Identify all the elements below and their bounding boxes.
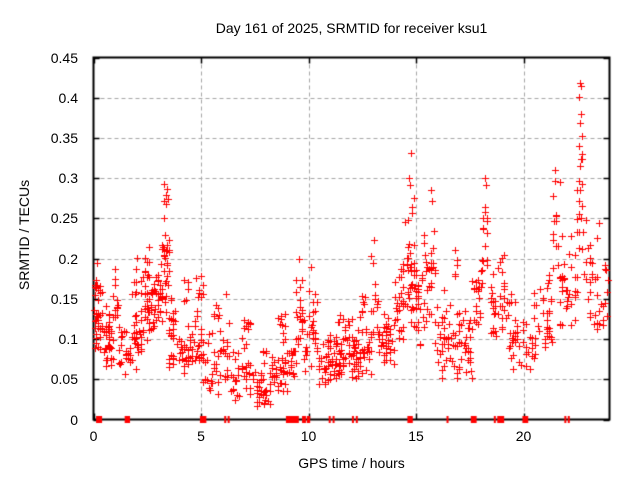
x-tick-label: 0 xyxy=(89,428,98,444)
y-tick-label: 0.45 xyxy=(50,49,78,66)
y-axis-label: SRMTID / TECUs xyxy=(16,179,32,290)
x-tick-label: 15 xyxy=(408,428,424,444)
y-tick-label: 0.25 xyxy=(50,210,78,227)
chart-title: Day 161 of 2025, SRMTID for receiver ksu… xyxy=(215,20,488,36)
y-tick-label: 0.3 xyxy=(58,170,78,187)
x-axis-label: GPS time / hours xyxy=(298,455,405,471)
y-tick-label: 0.15 xyxy=(50,290,78,307)
y-tick-label: 0.1 xyxy=(58,331,78,348)
y-tick-label: 0.35 xyxy=(50,129,78,146)
y-tick-label: 0.05 xyxy=(50,371,78,388)
y-tick-label: 0.2 xyxy=(58,250,78,267)
x-tick-label: 5 xyxy=(197,428,205,444)
y-tick-label: 0 xyxy=(70,411,78,428)
x-tick-label: 20 xyxy=(515,428,532,444)
x-tick-label: 10 xyxy=(300,428,317,444)
y-tick-label: 0.4 xyxy=(58,89,78,106)
